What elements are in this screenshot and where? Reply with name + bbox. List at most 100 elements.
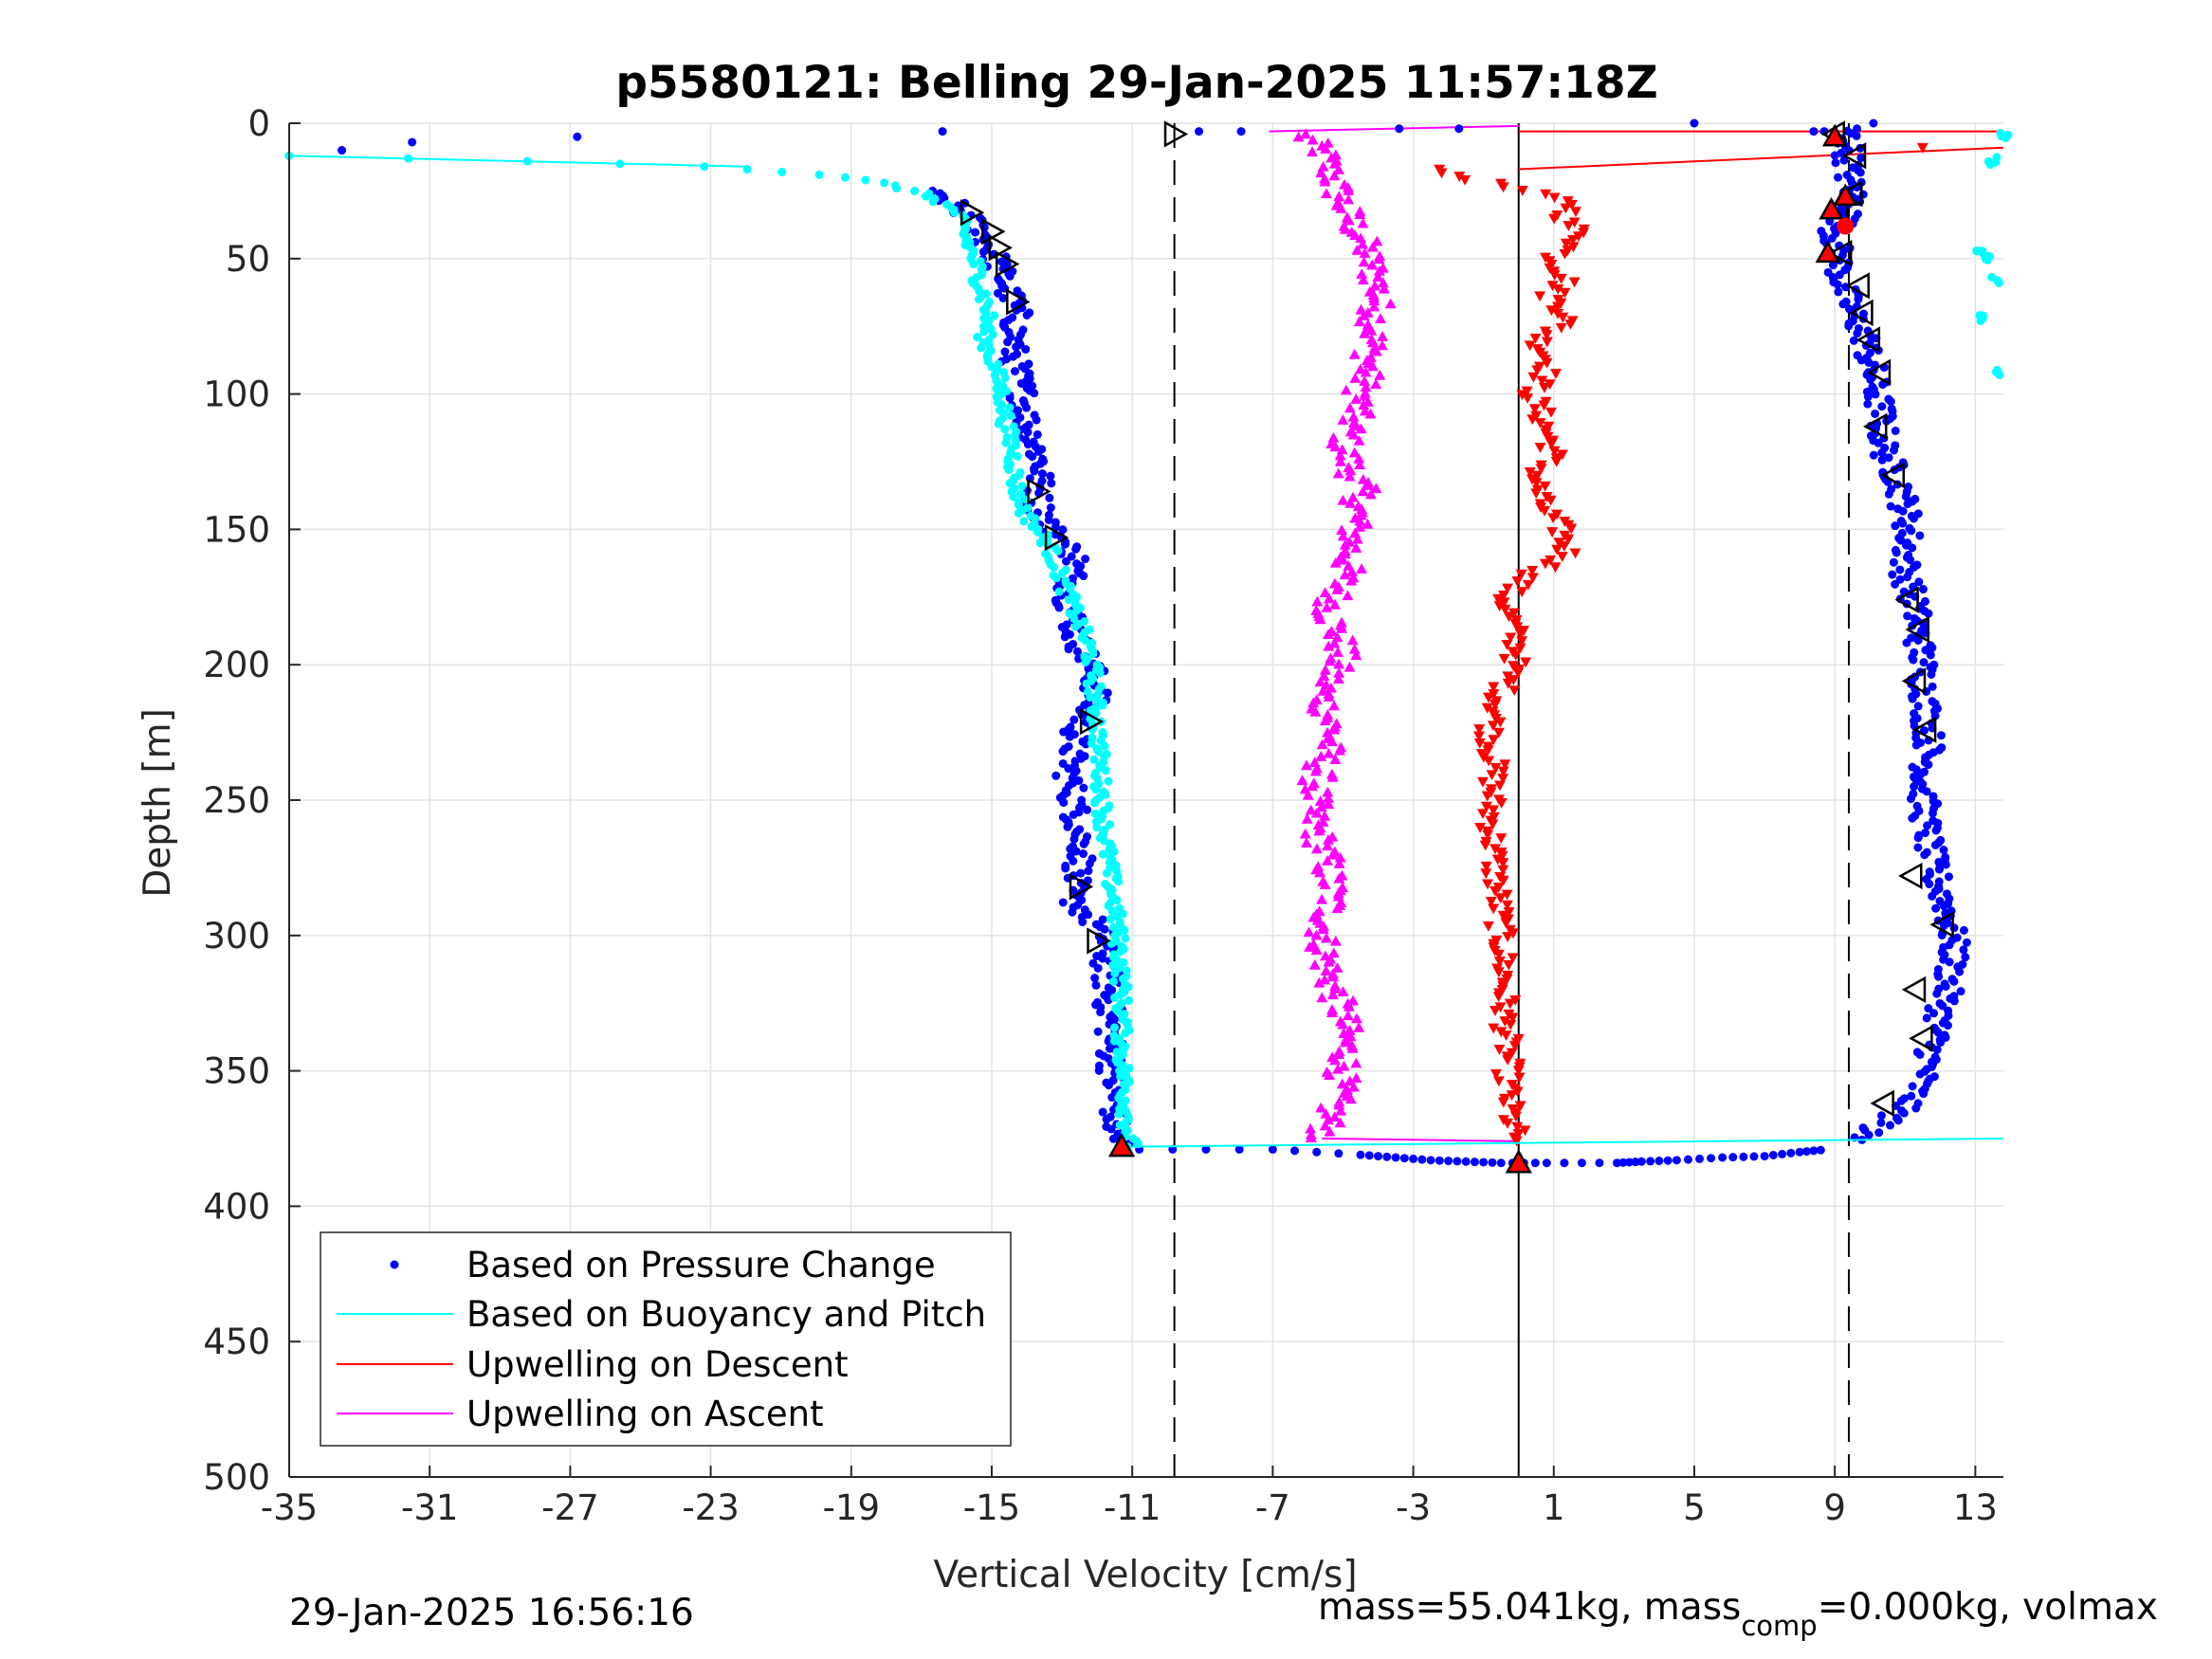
ascent-triangle-marker <box>1929 911 1954 939</box>
buoyancy-ascent-point <box>1994 278 2003 287</box>
footer-mass-tail: =0.000kg, volmax <box>1818 1586 2158 1629</box>
pressure-descent-point <box>1107 1093 1117 1103</box>
ascent-triangle-marker <box>1905 615 1929 644</box>
pressure-ascent-point <box>1908 1082 1917 1091</box>
upwelling-descent-marker <box>1565 523 1578 535</box>
pressure-ascent-point <box>1924 760 1933 770</box>
upwelling-descent-marker <box>1476 809 1489 819</box>
buoyancy-descent-point <box>1109 1036 1119 1046</box>
pressure-descent-point <box>1071 847 1081 856</box>
buoyancy-descent-point <box>975 295 984 304</box>
pressure-bottom-point <box>1374 1152 1383 1161</box>
x-tick-label: 13 <box>1953 1487 1998 1528</box>
pressure-bottom-point <box>1560 1158 1569 1168</box>
descent-triangle-marker <box>1044 523 1069 552</box>
buoyancy-descent-point <box>1033 527 1042 537</box>
buoyancy-descent-point <box>1098 701 1107 710</box>
upwelling-descent-marker <box>1556 449 1568 461</box>
pressure-scatter-point <box>1690 118 1699 128</box>
buoyancy-ascent-point <box>1993 365 2002 374</box>
pressure-descent-point <box>1033 429 1042 439</box>
upwelling-descent-marker <box>1472 731 1485 742</box>
pressure-descent-point <box>1069 856 1078 866</box>
upwelling-ascent-marker <box>1343 193 1355 205</box>
buoyancy-ascent-point <box>2001 134 2010 143</box>
upwelling-ascent-marker <box>1337 494 1349 505</box>
upwelling-descent-marker <box>1488 903 1500 915</box>
upwelling-descent-marker <box>1482 745 1494 757</box>
upwelling-descent-marker <box>1564 319 1577 330</box>
pressure-bottom-point <box>1399 1154 1409 1163</box>
pressure-descent-point <box>1063 822 1072 831</box>
pressure-ascent-point <box>1874 1128 1884 1138</box>
pressure-bottom-point <box>1312 1147 1322 1157</box>
upwelling-ascent-marker <box>1334 456 1346 466</box>
upwelling-ascent-marker <box>1365 324 1378 336</box>
upwelling-ascent-marker <box>1344 402 1356 413</box>
pressure-bottom-point <box>1444 1157 1453 1166</box>
upwelling-descent-marker <box>1512 667 1525 679</box>
upwelling-descent-marker <box>1560 238 1572 249</box>
pressure-ascent-point <box>1898 506 1908 516</box>
upwelling-ascent-marker <box>1339 223 1351 234</box>
legend-label-buoyancy: Based on Buoyancy and Pitch <box>466 1294 986 1335</box>
pressure-bottom-point <box>1707 1154 1716 1163</box>
pressure-descent-point <box>1062 556 1071 566</box>
y-axis-label: Depth [m] <box>137 708 179 898</box>
pressure-descent-point <box>1096 1008 1106 1017</box>
chart-title: p5580121: Belling 29-Jan-2025 11:57:18Z <box>615 57 1657 109</box>
pressure-descent-point <box>1059 727 1069 737</box>
upwelling-descent-marker <box>1501 900 1513 911</box>
upwelling-descent-marker <box>1546 281 1559 292</box>
pressure-ascent-point <box>1931 826 1941 835</box>
buoyancy-descent-point <box>1114 1109 1124 1119</box>
pressure-ascent-point <box>1903 500 1912 509</box>
x-tick-label: -27 <box>541 1487 598 1528</box>
upwelling-ascent-marker <box>1315 751 1327 761</box>
upwelling-descent-marker <box>1524 340 1536 352</box>
upwelling-ascent-marker <box>1323 798 1335 810</box>
ascent-triangle-marker <box>1845 272 1870 300</box>
upwelling-descent-marker <box>1545 407 1557 418</box>
buoyancy-descent-point <box>1070 622 1080 631</box>
pressure-descent-point <box>1071 544 1081 554</box>
upwelling-ascent-marker <box>1335 202 1347 213</box>
buoyancy-descent-point <box>1082 679 1091 688</box>
pressure-descent-point <box>1100 924 1109 934</box>
pressure-ascent-point <box>1911 740 1921 750</box>
upwelling-descent-marker <box>1539 558 1551 570</box>
pressure-bottom-point <box>1749 1152 1759 1161</box>
buoyancy-descent-point <box>1121 1029 1130 1038</box>
upwelling-ascent-marker <box>1370 345 1382 356</box>
buoyancy-descent-point <box>1053 546 1063 556</box>
upwelling-ascent-marker <box>1319 879 1331 889</box>
upwelling-descent-marker <box>1511 1121 1524 1133</box>
pressure-ascent-point <box>1906 556 1915 565</box>
pressure-ascent-point <box>1939 846 1948 855</box>
upwelling-ascent-marker <box>1319 664 1331 675</box>
pressure-bottom-point <box>1778 1149 1787 1158</box>
upwelling-descent-marker <box>1494 893 1507 904</box>
buoyancy-descent-point <box>1104 776 1113 786</box>
upwelling-ascent-marker <box>1313 976 1325 988</box>
pressure-descent-point <box>1037 469 1047 479</box>
pressure-descent-point <box>1081 555 1090 564</box>
ascent-triangle-marker <box>1849 299 1874 327</box>
pressure-descent-point <box>1005 271 1015 281</box>
upwelling-ascent-marker <box>1329 935 1342 946</box>
upwelling-ascent-marker <box>1358 399 1370 410</box>
upwelling-descent-marker <box>1540 189 1552 200</box>
descent-triangle-marker <box>1163 120 1189 148</box>
ascent-triangle-marker <box>1863 412 1888 440</box>
upwelling-ascent-marker <box>1359 247 1371 258</box>
pressure-descent-point <box>1069 834 1079 844</box>
pressure-ascent-point <box>1913 635 1923 645</box>
upwelling-descent-surface-marker <box>1916 142 1929 154</box>
descent-triangle-marker <box>1006 288 1031 316</box>
pressure-descent-point <box>1059 798 1069 808</box>
upwelling-ascent-marker <box>1344 1025 1356 1035</box>
y-tick-label: 200 <box>203 645 270 685</box>
upwelling-ascent-marker <box>1350 649 1362 661</box>
pressure-ascent-point <box>1956 987 1965 996</box>
pressure-ascent-point <box>1890 446 1899 455</box>
